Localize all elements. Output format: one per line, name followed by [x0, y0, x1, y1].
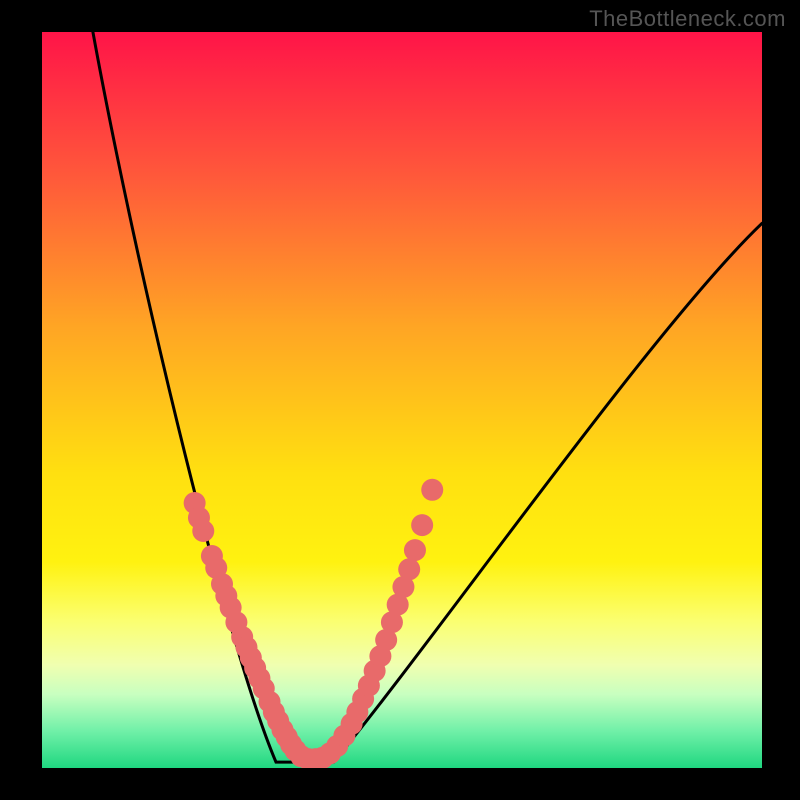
plot-area: [42, 32, 762, 768]
curve-marker: [421, 479, 443, 501]
watermark-text: TheBottleneck.com: [589, 6, 786, 32]
curve-marker: [192, 520, 214, 542]
curve-marker: [404, 539, 426, 561]
curve-marker: [411, 514, 433, 536]
curve-marker: [398, 558, 420, 580]
chart-stage: TheBottleneck.com: [0, 0, 800, 800]
bottleneck-curve: [78, 32, 762, 762]
plot-overlay-svg: [42, 32, 762, 768]
